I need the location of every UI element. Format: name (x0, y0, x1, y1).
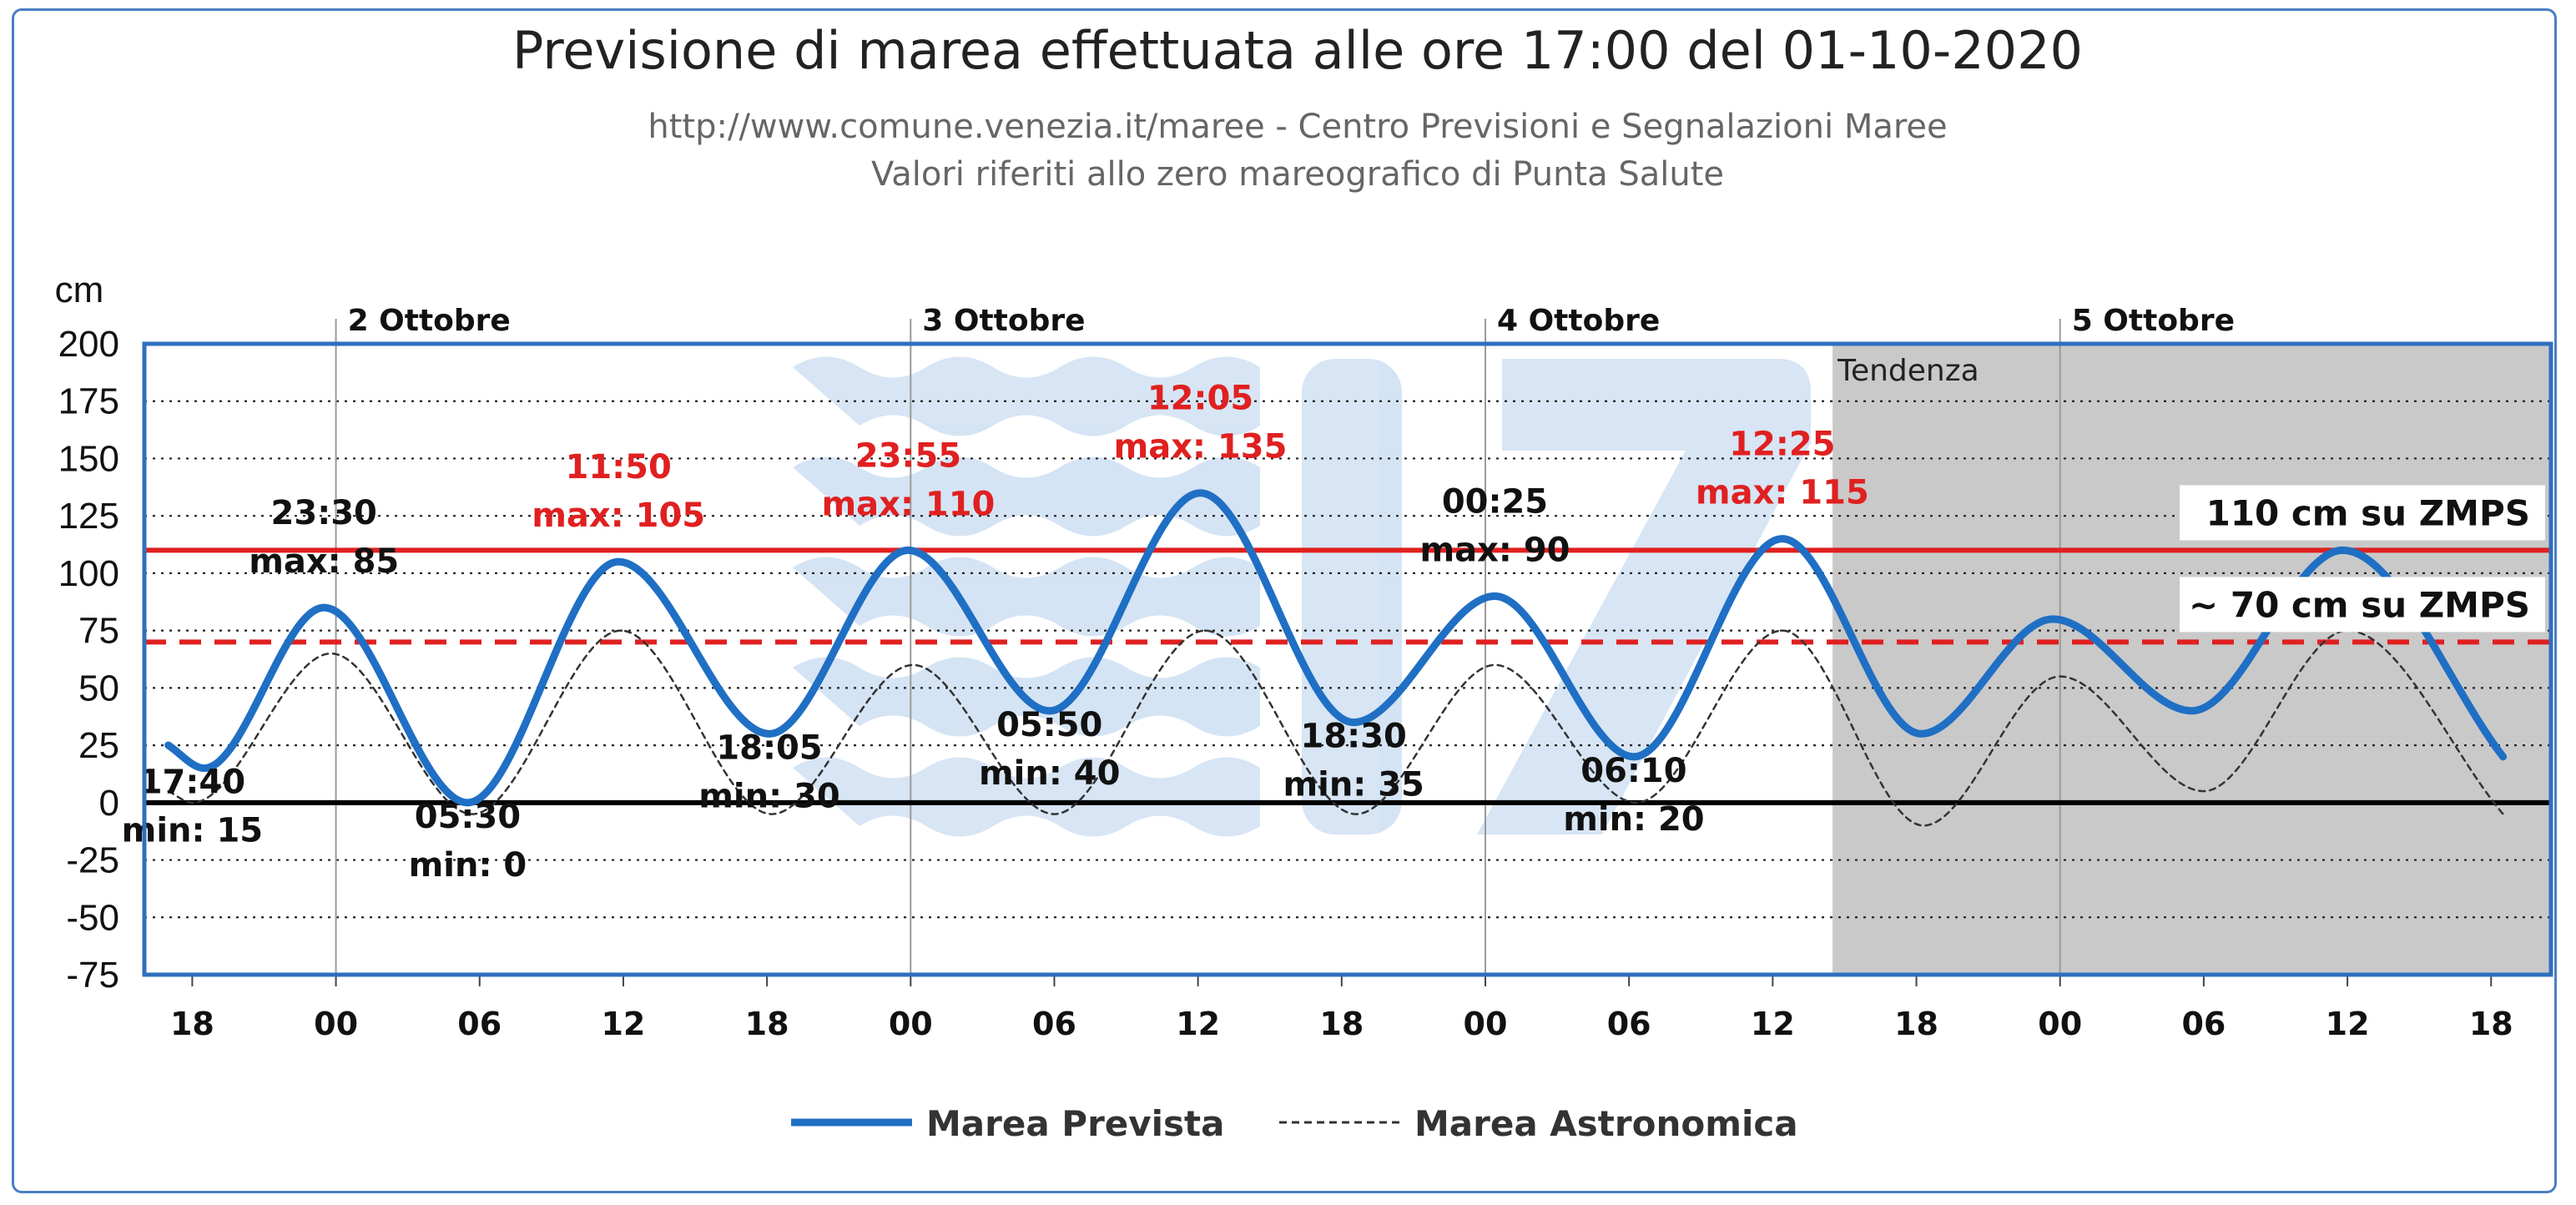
x-axis-ticks: 18 00 06 12 18 00 06 12 18 00 06 12 18 00 06 12 18 (170, 975, 2513, 1042)
reference-label: 110 cm su ZMPS (2206, 492, 2530, 533)
annotation-time: 12:05 (1147, 380, 1253, 418)
y-tick-label: 125 (58, 496, 119, 537)
x-tick-label: 00 (314, 1006, 358, 1042)
annotation-value: min: 40 (979, 754, 1120, 793)
x-tick-label: 06 (2181, 1006, 2226, 1042)
day-label: 4 Ottobre (1497, 304, 1660, 338)
annotation-time: 23:55 (855, 436, 961, 475)
chart-subtitle-source: http://www.comune.venezia.it/maree - Cen… (648, 108, 1947, 146)
y-tick-label: -50 (66, 897, 119, 938)
annotation-time: 18:05 (716, 729, 822, 767)
x-tick-label: 00 (889, 1006, 933, 1042)
x-tick-label: 06 (1032, 1006, 1076, 1042)
annotation-value: min: 20 (1563, 800, 1704, 839)
reference-label-box (2180, 485, 2545, 541)
x-tick-label: 00 (1464, 1006, 1508, 1042)
y-tick-label: 150 (58, 438, 119, 479)
day-labels: 2 Ottobre 3 Ottobre 4 Ottobre 5 Ottobre (348, 304, 2235, 338)
annotation-time: 11:50 (566, 448, 672, 487)
y-tick-label: 200 (58, 324, 119, 365)
annotation-value: max: 115 (1696, 474, 1869, 512)
annotation-time: 23:30 (271, 494, 377, 532)
legend: Marea Prevista Marea Astronomica (791, 1103, 1798, 1144)
legend-label: Marea Astronomica (1414, 1103, 1798, 1144)
reference-label: ~ 70 cm su ZMPS (2189, 584, 2530, 625)
trend-shade (1832, 344, 2551, 975)
x-tick-label: 12 (1176, 1006, 1220, 1042)
annotation-value: min: 0 (409, 846, 527, 885)
reference-lines (144, 547, 2551, 645)
y-axis-ticks: 200 175 150 125 100 75 50 25 0 -25 -50 -75 (58, 324, 119, 996)
annotation-value: min: 30 (698, 777, 839, 815)
annotation-time: 05:30 (415, 798, 521, 836)
x-tick-label: 12 (601, 1006, 645, 1042)
day-label: 2 Ottobre (348, 304, 511, 338)
x-tick-label: 18 (1894, 1006, 1938, 1042)
series-marea-prevista (164, 489, 2508, 807)
annotation-time: 18:30 (1301, 718, 1407, 756)
x-tick-label: 06 (1607, 1006, 1651, 1042)
y-tick-label: 25 (78, 725, 119, 766)
y-tick-label: 50 (78, 668, 119, 708)
chart-title: Previsione di marea effettuata alle ore … (512, 20, 2083, 81)
series-lines (164, 489, 2508, 827)
y-axis-unit-label: cm (55, 270, 104, 310)
x-tick-label: 18 (2469, 1006, 2513, 1042)
annotation-value: max: 85 (249, 542, 399, 581)
day-label: 3 Ottobre (922, 304, 1085, 338)
x-tick-label: 12 (2326, 1006, 2370, 1042)
annotation-time: 06:10 (1580, 752, 1686, 790)
series-marea-astronomica (167, 629, 2504, 827)
day-label: 5 Ottobre (2072, 304, 2235, 338)
annotation-value: min: 35 (1283, 766, 1424, 804)
x-tick-label: 00 (2038, 1006, 2082, 1042)
x-tick-label: 18 (745, 1006, 789, 1042)
y-tick-label: -75 (66, 955, 119, 996)
reference-label-box (2180, 577, 2545, 633)
y-tick-label: -25 (66, 840, 119, 881)
y-tick-label: 0 (99, 783, 119, 824)
annotation-value: max: 105 (532, 497, 705, 535)
annotation-time: 05:50 (996, 706, 1102, 744)
trend-label: Tendenza (1837, 354, 1979, 388)
annotation-value: max: 90 (1419, 531, 1570, 569)
trend-area: Tendenza (1832, 344, 2551, 975)
x-tick-label: 12 (1751, 1006, 1795, 1042)
x-tick-label: 18 (170, 1006, 214, 1042)
annotation-time: 17:40 (139, 764, 245, 802)
x-tick-label: 06 (457, 1006, 502, 1042)
y-tick-label: 100 (58, 553, 119, 594)
annotation-value: max: 110 (821, 485, 995, 523)
reference-labels: 110 cm su ZMPS ~ 70 cm su ZMPS (2180, 485, 2545, 633)
annotation-value: max: 135 (1114, 428, 1288, 466)
annotation-time: 00:25 (1442, 482, 1548, 521)
chart-subtitle-reference: Valori riferiti allo zero mareografico d… (871, 155, 1724, 194)
x-tick-label: 18 (1319, 1006, 1364, 1042)
plot-border (142, 341, 2553, 977)
y-tick-label: 175 (58, 381, 119, 422)
annotation-time: 12:25 (1729, 426, 1835, 464)
legend-label: Marea Prevista (926, 1103, 1224, 1144)
y-tick-label: 75 (78, 611, 119, 652)
